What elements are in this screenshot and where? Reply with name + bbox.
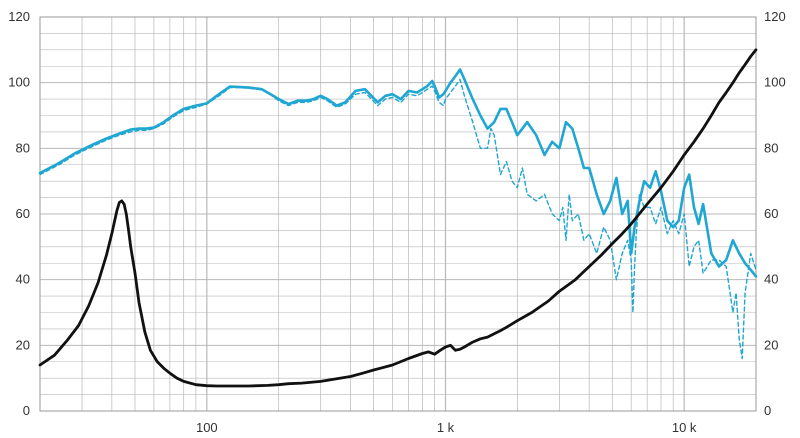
- series-layer: [38, 48, 758, 388]
- y-axis-left-labels: 0 20 40 60 80 100 120: [8, 9, 30, 418]
- impedance-series-line: [38, 48, 758, 388]
- y-tick-label-right: 0: [764, 403, 771, 418]
- y-tick-label-right: 100: [764, 75, 786, 90]
- y-tick-label-left: 120: [8, 9, 30, 24]
- y-tick-label-left: 60: [16, 206, 30, 221]
- y-tick-label-left: 100: [8, 75, 30, 90]
- x-axis-labels: 100 1 k 10 k: [196, 420, 697, 435]
- y-tick-label-left: 80: [16, 140, 30, 155]
- y-tick-label-left: 40: [16, 272, 30, 287]
- y-tick-label-right: 120: [764, 9, 786, 24]
- y-tick-label-right: 60: [764, 206, 778, 221]
- x-tick-label: 100: [196, 420, 218, 435]
- plot-frame: [39, 16, 757, 412]
- y-tick-label-right: 40: [764, 272, 778, 287]
- y-tick-label-right: 20: [764, 337, 778, 352]
- y-axis-right-labels: 0 20 40 60 80 100 120: [764, 9, 786, 418]
- y-tick-label-left: 20: [16, 337, 30, 352]
- x-tick-label: 10 k: [672, 420, 697, 435]
- y-tick-label-left: 0: [23, 403, 30, 418]
- x-tick-label: 1 k: [437, 420, 455, 435]
- y-tick-label-right: 80: [764, 140, 778, 155]
